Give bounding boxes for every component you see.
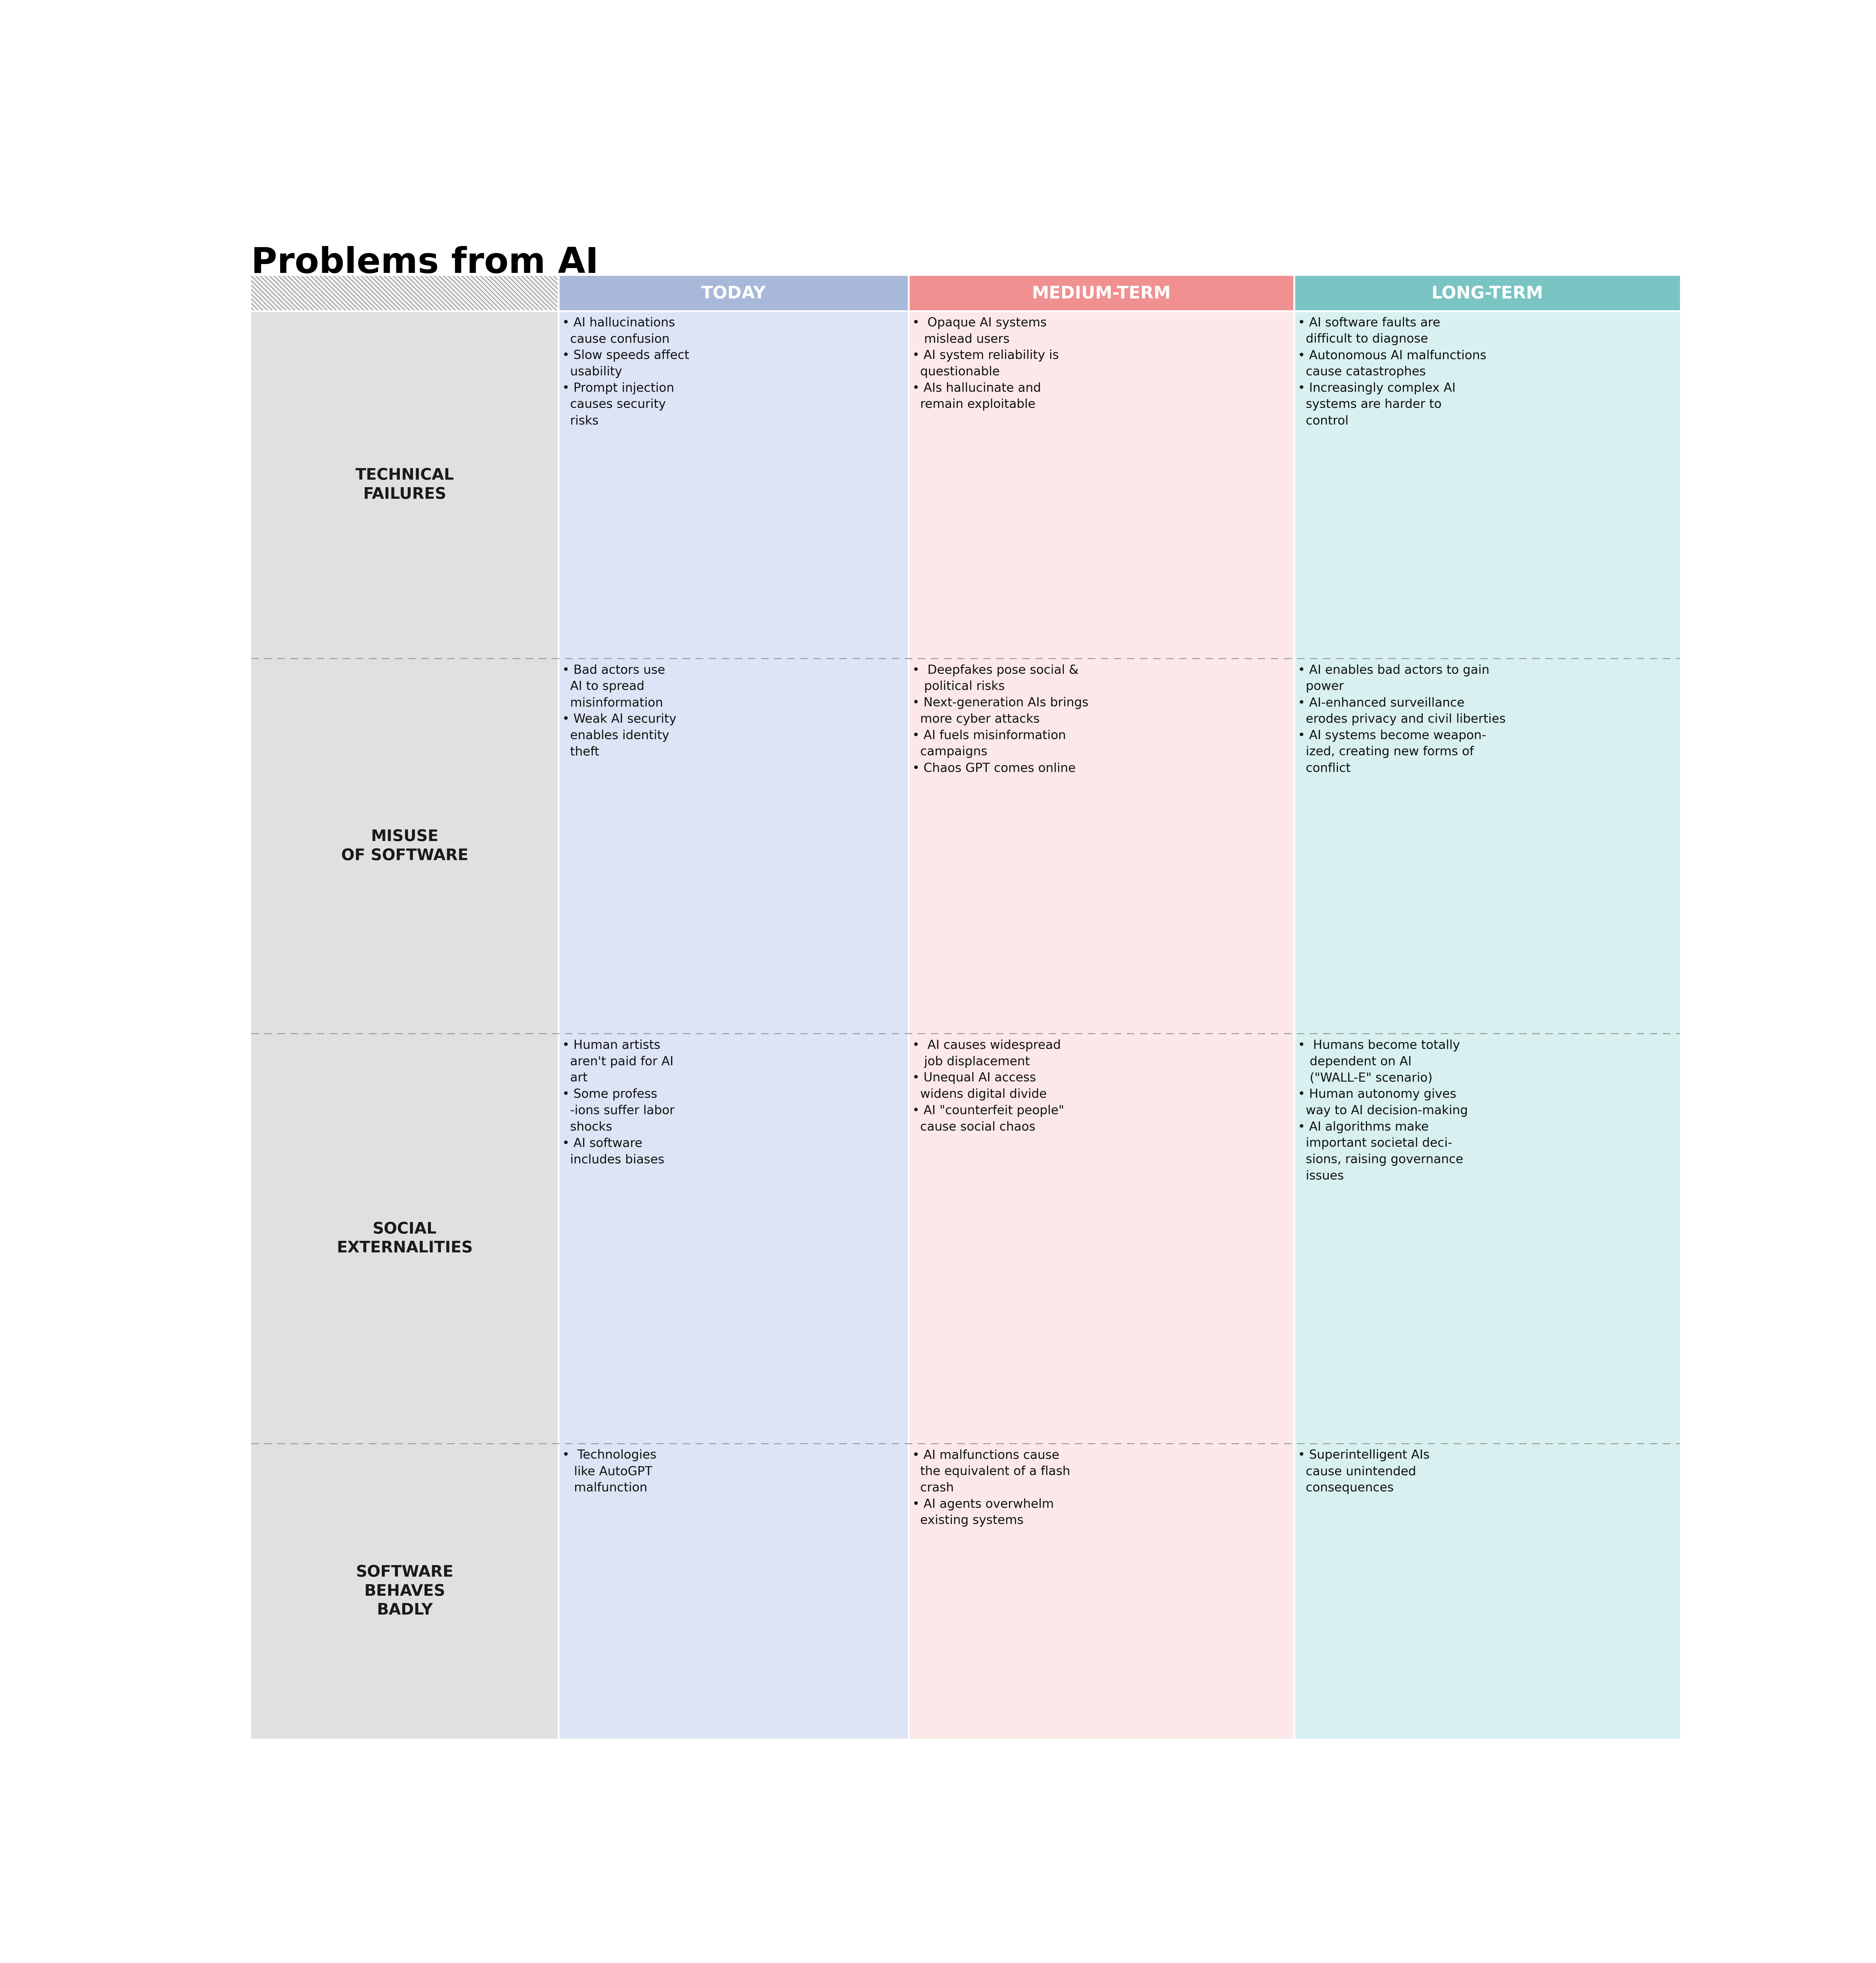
Text: LONG-TERM: LONG-TERM bbox=[1431, 285, 1544, 302]
Bar bbox=[559, 1443, 908, 1739]
Text: TECHNICAL
FAILURES: TECHNICAL FAILURES bbox=[355, 467, 454, 503]
Text: • Human artists
  aren't paid for AI
  art
• Some profess
  -ions suffer labor
 : • Human artists aren't paid for AI art •… bbox=[563, 1040, 675, 1166]
Bar bbox=[1294, 1035, 1681, 1443]
Text: •  Technologies
   like AutoGPT
   malfunction: • Technologies like AutoGPT malfunction bbox=[563, 1449, 657, 1494]
Bar bbox=[908, 277, 1294, 310]
Text: •  Opaque AI systems
   mislead users
• AI system reliability is
  questionable
: • Opaque AI systems mislead users • AI s… bbox=[912, 316, 1058, 410]
Bar bbox=[251, 277, 559, 310]
Text: TODAY: TODAY bbox=[702, 285, 765, 302]
Text: Problems from AI: Problems from AI bbox=[251, 245, 598, 281]
Bar bbox=[908, 1035, 1294, 1443]
Text: MISUSE
OF SOFTWARE: MISUSE OF SOFTWARE bbox=[341, 828, 469, 864]
Bar bbox=[1294, 277, 1681, 310]
Bar bbox=[908, 310, 1294, 658]
Bar bbox=[1294, 310, 1681, 658]
Bar bbox=[251, 658, 559, 1035]
Text: •  AI causes widespread
   job displacement
• Unequal AI access
  widens digital: • AI causes widespread job displacement … bbox=[912, 1040, 1064, 1133]
Text: • Superintelligent AIs
  cause unintended
  consequences: • Superintelligent AIs cause unintended … bbox=[1298, 1449, 1430, 1494]
Bar bbox=[908, 658, 1294, 1035]
Text: • AI enables bad actors to gain
  power
• AI-enhanced surveillance
  erodes priv: • AI enables bad actors to gain power • … bbox=[1298, 663, 1506, 773]
Bar bbox=[1294, 1443, 1681, 1739]
Bar bbox=[251, 1035, 559, 1443]
Text: • AI malfunctions cause
  the equivalent of a flash
  crash
• AI agents overwhel: • AI malfunctions cause the equivalent o… bbox=[912, 1449, 1069, 1527]
Bar bbox=[908, 1443, 1294, 1739]
Text: • Bad actors use
  AI to spread
  misinformation
• Weak AI security
  enables id: • Bad actors use AI to spread misinforma… bbox=[563, 663, 675, 758]
Bar bbox=[559, 1035, 908, 1443]
Bar bbox=[559, 310, 908, 658]
Text: •  Deepfakes pose social &
   political risks
• Next-generation AIs brings
  mor: • Deepfakes pose social & political risk… bbox=[912, 663, 1088, 773]
Bar bbox=[251, 1443, 559, 1739]
Bar bbox=[1294, 658, 1681, 1035]
Bar bbox=[251, 310, 559, 658]
Bar bbox=[559, 277, 908, 310]
Text: •  Humans become totally
   dependent on AI
   ("WALL-E" scenario)
• Human auton: • Humans become totally dependent on AI … bbox=[1298, 1040, 1469, 1182]
Text: • AI hallucinations
  cause confusion
• Slow speeds affect
  usability
• Prompt : • AI hallucinations cause confusion • Sl… bbox=[563, 316, 688, 428]
Text: MEDIUM-TERM: MEDIUM-TERM bbox=[1032, 285, 1171, 302]
Text: SOCIAL
EXTERNALITIES: SOCIAL EXTERNALITIES bbox=[336, 1221, 473, 1256]
Text: • AI software faults are
  difficult to diagnose
• Autonomous AI malfunctions
  : • AI software faults are difficult to di… bbox=[1298, 316, 1486, 428]
Bar bbox=[559, 658, 908, 1035]
Text: SOFTWARE
BEHAVES
BADLY: SOFTWARE BEHAVES BADLY bbox=[356, 1565, 454, 1618]
